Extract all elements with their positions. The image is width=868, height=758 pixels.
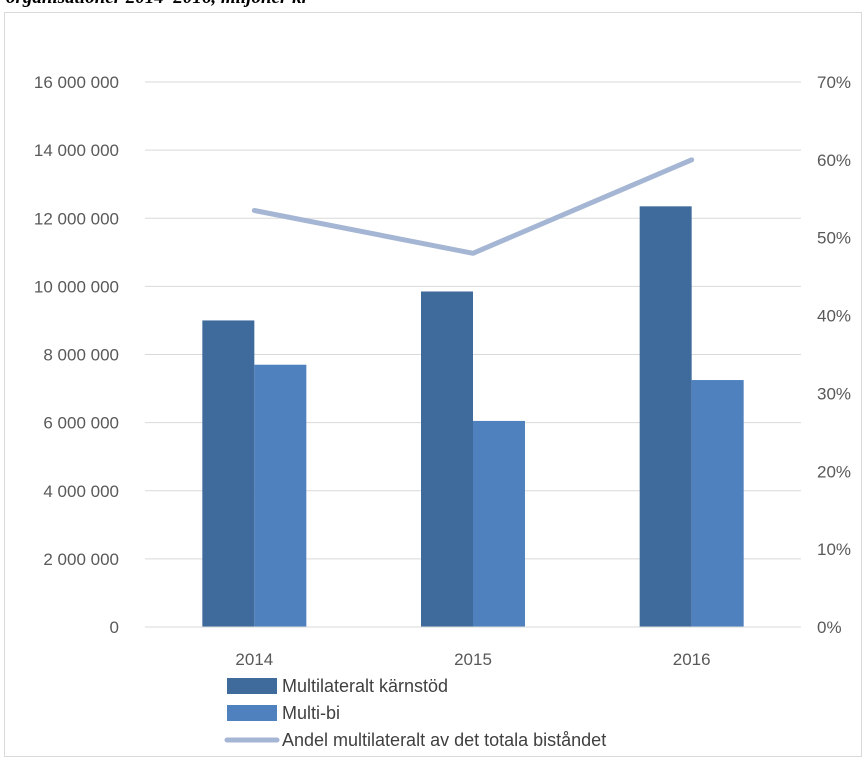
chart-frame: 0 2 000 000 4 000 000 6 000 000 8 000 000 10 … [4, 12, 862, 757]
y-right-tick-label: 40% [817, 307, 851, 326]
legend-swatch [227, 705, 277, 721]
y-left-tick-label: 14 000 000 [34, 141, 119, 160]
y-right-tick-label: 20% [817, 462, 851, 481]
x-tick-label: 2015 [454, 650, 492, 669]
legend-swatch [227, 678, 277, 694]
y-right-tick-label: 60% [817, 151, 851, 170]
y-right-tick-label: 30% [817, 384, 851, 403]
chart-caption: organisationer 2014–2016, miljoner kr [6, 0, 309, 9]
y-left-tick-label: 8 000 000 [43, 346, 119, 365]
line-series [251, 157, 695, 256]
x-tick-label: 2014 [235, 650, 273, 669]
legend-label: Multilateralt kärnstöd [282, 676, 448, 696]
legend-label: Andel multilateralt av det totala bistån… [282, 730, 606, 750]
bar [202, 320, 255, 627]
bar [254, 364, 307, 627]
y-left-tick-label: 16 000 000 [34, 73, 119, 92]
y-left-tick-label: 0 [110, 618, 119, 637]
y-left-tick-label: 2 000 000 [43, 550, 119, 569]
x-tick-label: 2016 [673, 650, 711, 669]
y-left-tick-label: 4 000 000 [43, 482, 119, 501]
y-right-tick-label: 0% [817, 618, 842, 637]
combo-chart: 0 2 000 000 4 000 000 6 000 000 8 000 000 10 … [34, 73, 851, 750]
y-right-tick-label: 10% [817, 540, 851, 559]
bar [639, 206, 692, 627]
y-left-tick-label: 10 000 000 [34, 277, 119, 296]
legend-label: Multi-bi [282, 703, 340, 723]
y-left-tick-label: 6 000 000 [43, 414, 119, 433]
bar [421, 291, 473, 627]
y-right-tick-label: 50% [817, 229, 851, 248]
y-right-tick-label: 70% [817, 73, 851, 92]
bar [691, 380, 744, 627]
bar [473, 420, 525, 627]
y-left-tick-label: 12 000 000 [34, 209, 119, 228]
